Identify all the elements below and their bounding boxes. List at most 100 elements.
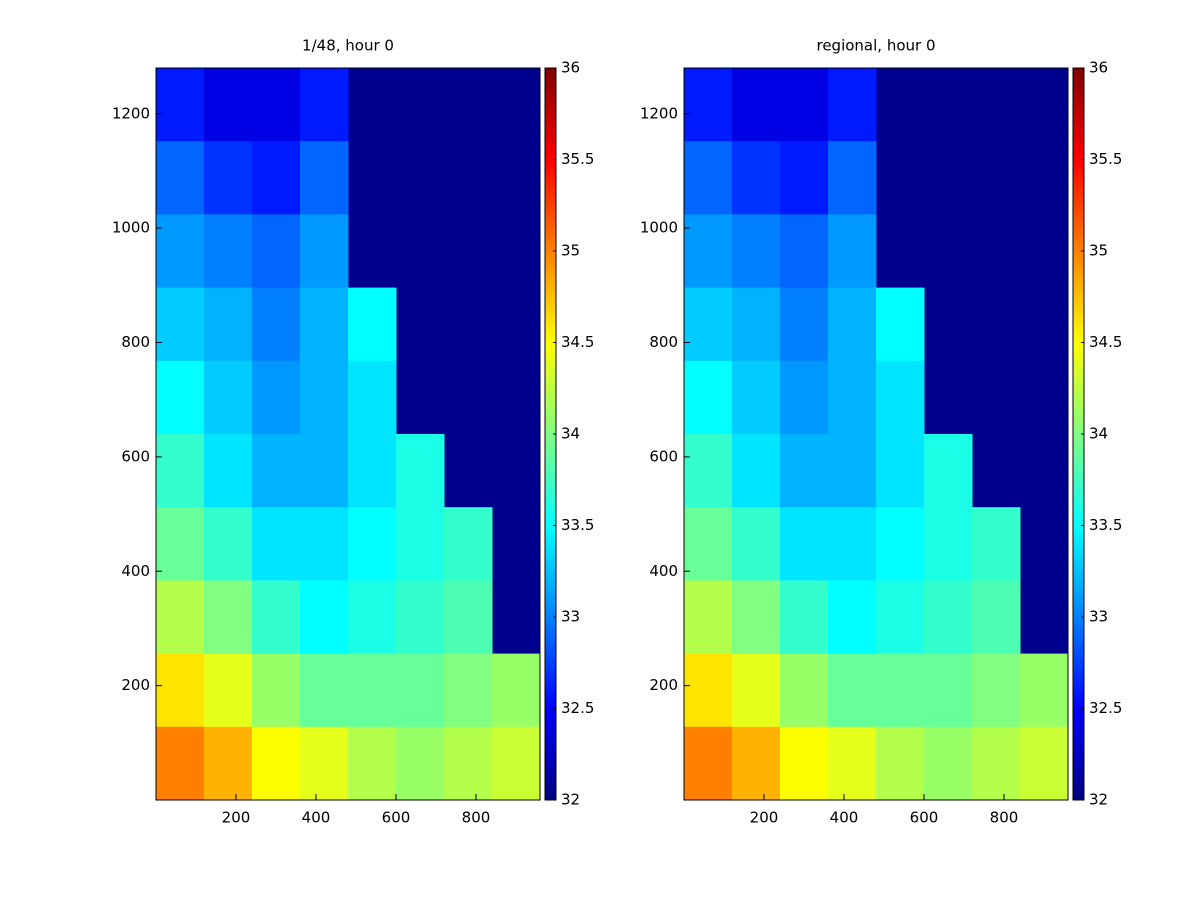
plot-title: 1/48, hour 0 [302, 37, 394, 55]
cell [252, 214, 301, 289]
cell [252, 360, 301, 435]
cell [732, 214, 781, 289]
x-tick-label: 600 [382, 809, 411, 827]
cell [732, 360, 781, 435]
cell [684, 507, 733, 581]
cell [828, 726, 877, 800]
cell [156, 141, 205, 215]
cell [396, 653, 445, 728]
cell [780, 434, 829, 508]
cell [252, 68, 301, 142]
cell [780, 214, 829, 289]
cell [204, 214, 253, 289]
cell [156, 360, 205, 435]
y-tick-label: 200 [121, 676, 150, 694]
cell [492, 726, 540, 800]
cell [252, 726, 301, 800]
cell [204, 726, 253, 800]
cell [252, 287, 301, 362]
cell [492, 653, 540, 728]
x-tick-label: 200 [750, 809, 779, 827]
y-tick-label: 800 [649, 333, 678, 351]
cell [156, 653, 205, 728]
colorbar-tick-label: 34 [1089, 425, 1108, 443]
colorbar-tick-label: 35 [561, 242, 580, 260]
cell [732, 434, 781, 508]
y-tick-label: 600 [121, 447, 150, 465]
y-tick-label: 600 [649, 447, 678, 465]
cell [780, 360, 829, 435]
cell [156, 287, 205, 362]
cell [780, 141, 829, 215]
cell [444, 653, 493, 728]
cell [924, 580, 973, 655]
cell [684, 68, 733, 142]
cell [780, 287, 829, 362]
cell [252, 653, 301, 728]
cell [156, 580, 205, 655]
y-tick-label: 400 [121, 562, 150, 580]
colorbar-tick-label: 35.5 [1089, 150, 1122, 168]
cell [300, 68, 349, 142]
cell [300, 287, 349, 362]
cell [828, 653, 877, 728]
cell [300, 726, 349, 800]
y-tick-label: 1200 [112, 104, 150, 122]
cell [924, 507, 973, 581]
x-tick-label: 400 [302, 809, 331, 827]
cell [684, 360, 733, 435]
field [684, 68, 1068, 800]
x-tick-label: 400 [830, 809, 859, 827]
cell [348, 726, 397, 800]
cell [300, 141, 349, 215]
cell [348, 653, 397, 728]
cell [300, 214, 349, 289]
cell [444, 580, 493, 655]
x-tick-label: 800 [462, 809, 491, 827]
cell [684, 287, 733, 362]
cell [684, 434, 733, 508]
cell [828, 287, 877, 362]
colorbar-tick-label: 35 [1089, 242, 1108, 260]
cell [732, 726, 781, 800]
y-tick-label: 1000 [640, 219, 678, 237]
cell [972, 653, 1021, 728]
cell [396, 507, 445, 581]
cell [972, 507, 1021, 581]
colorbar-tick-label: 34 [561, 425, 580, 443]
cell [972, 726, 1021, 800]
cell [204, 507, 253, 581]
colorbar-tick-label: 32.5 [1089, 699, 1122, 717]
cell [876, 580, 925, 655]
cell [876, 360, 925, 435]
cell [156, 726, 205, 800]
x-tick-label: 200 [222, 809, 251, 827]
cell [972, 580, 1021, 655]
cell [348, 507, 397, 581]
cell [204, 360, 253, 435]
cell [444, 507, 493, 581]
cell [828, 360, 877, 435]
axes-frame [155, 67, 541, 801]
cell [204, 141, 253, 215]
colorbar-tick-label: 36 [1089, 59, 1108, 77]
cell [252, 507, 301, 581]
cell [828, 141, 877, 215]
cell [252, 434, 301, 508]
colorbar-tick-label: 33 [561, 608, 580, 626]
colorbar-tick-label: 34.5 [561, 333, 594, 351]
x-tick-label: 600 [910, 809, 939, 827]
y-tick-label: 800 [121, 333, 150, 351]
colorbar-tick-label: 35.5 [561, 150, 594, 168]
cell [348, 287, 397, 362]
cell [156, 68, 205, 142]
cell [732, 68, 781, 142]
colorbar-tick-label: 33.5 [561, 516, 594, 534]
cell [300, 434, 349, 508]
cell [204, 68, 253, 142]
cell [684, 653, 733, 728]
cell [828, 214, 877, 289]
cell [300, 360, 349, 435]
